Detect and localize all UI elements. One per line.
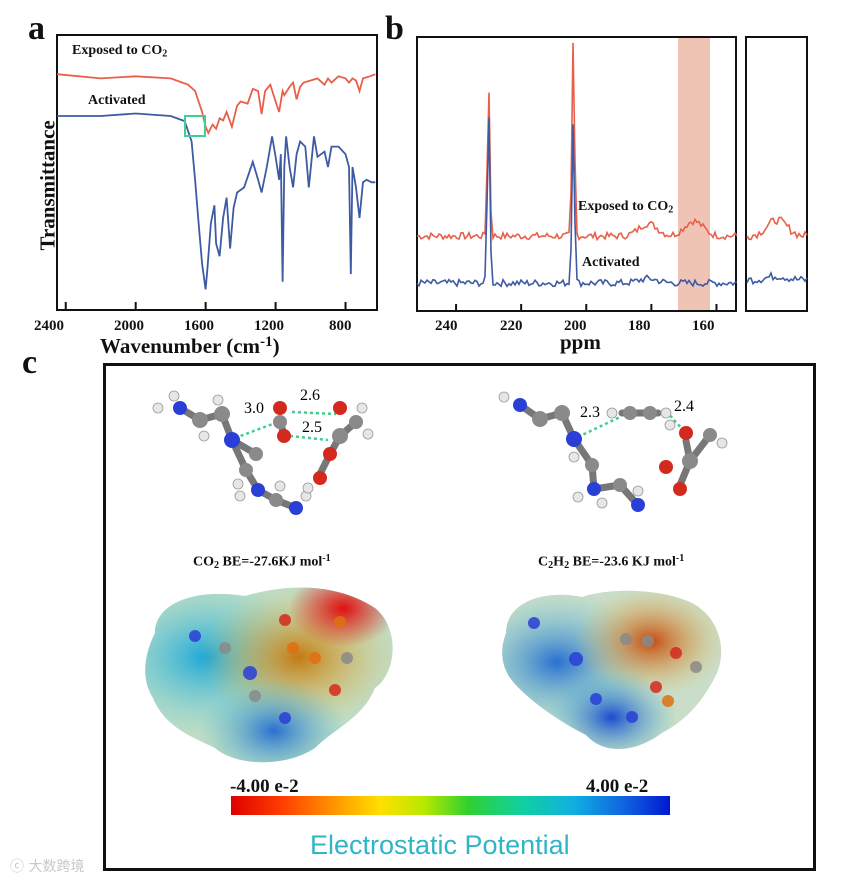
nmr-ticks [455,304,718,311]
c2h2-esp-surface [502,590,722,749]
ftir-ticks [64,302,347,310]
nmr-label-exposed-sub: 2 [668,204,674,216]
co2-binding-structure: 3.0 2.6 2.5 [152,387,374,515]
ftir-xtick-labels: 2400 2000 1600 1200 800 [34,318,380,340]
esp-scale-max: 4.00 e-2 [586,776,649,797]
ftir-plot-frame [56,34,378,311]
nmr-inset-frame [745,36,808,312]
esp-scale-title: Electrostatic Potential [310,830,570,860]
c2h2-be-c-sub: 2 [548,560,554,572]
ftir-label-exposed-text: Exposed to CO [72,43,163,58]
nmr-xtick-labels: 240 220 200 180 160 [416,318,736,340]
panel-c-frame [103,363,816,871]
nmr-inset-series-activated [746,271,808,286]
co2-binding-energy: CO2 BE=-27.6KJ mol-1 [193,553,331,571]
co2-be-text: BE=-27.6KJ mol [219,554,323,570]
co2-distance-3: 2.5 [302,419,322,436]
nmr-xtick-180: 180 [628,318,651,334]
c2h2-binding-structure: 2.3 2.4 [498,391,728,512]
watermark-text: 大数跨境 [28,859,85,875]
nmr-xtick-220: 220 [500,318,523,334]
nmr-label-exposed-text: Exposed to CO [578,199,669,214]
watermark: ⓒ 大数跨境 [10,856,84,876]
watermark-icon: ⓒ [10,859,29,875]
ftir-x-axis-main: Wavenumber (cm [100,334,261,358]
nmr-series-exposed [416,42,738,242]
panel-letter-c: c [22,344,38,381]
nmr-xtick-160: 160 [692,318,715,334]
ftir-highlight-box [184,115,206,137]
c2h2-distance-2: 2.4 [674,398,694,415]
ftir-x-axis-sup: -1 [260,334,273,351]
nmr-xtick-200: 200 [564,318,587,334]
nmr-highlight-band [678,37,710,311]
ftir-label-exposed: Exposed to CO2 [72,43,167,60]
c2h2-be-c: C [538,554,549,570]
c2h2-be-text: BE=-23.6 KJ mol [569,554,676,570]
nmr-label-activated: Activated [582,255,640,270]
ftir-xtick-2400: 2400 [34,318,64,334]
c2h2-distance-1: 2.3 [580,404,600,421]
co2-be-prefix: CO [193,554,214,570]
ftir-series-activated [57,112,376,290]
panel-letter-a: a [28,10,45,47]
co2-distance-2: 2.6 [300,387,320,404]
ftir-x-axis-title: Wavenumber (cm-1) [100,334,280,359]
nmr-xtick-240: 240 [435,318,458,334]
ftir-label-activated: Activated [88,93,146,108]
panel-letter-b: b [385,10,404,47]
esp-color-scale [231,796,670,815]
nmr-label-exposed: Exposed to CO2 [578,199,673,216]
c2h2-be-sup: -1 [675,553,685,564]
nmr-plot [416,36,808,312]
ftir-label-exposed-sub: 2 [162,48,168,60]
c2h2-be-h: H [553,554,565,570]
c2h2-binding-energy: C2H2 BE=-23.6 KJ mol-1 [538,553,684,571]
co2-be-sub: 2 [214,560,220,572]
co2-distance-1: 3.0 [244,400,264,417]
ftir-xtick-1200: 1200 [254,318,284,334]
ftir-xtick-800: 800 [329,318,352,334]
esp-scale-min: -4.00 e-2 [230,776,299,797]
c2h2-be-h-sub: 2 [564,560,570,572]
co2-be-sup: -1 [322,553,331,564]
nmr-series-activated [416,117,738,289]
co2-esp-surface [145,587,393,763]
ftir-xtick-2000: 2000 [114,318,144,334]
ftir-plot [56,34,378,311]
nmr-x-axis-title: ppm [560,330,601,354]
nmr-inset-series-exposed [746,216,808,241]
ftir-x-axis-end: ) [272,334,280,358]
ftir-xtick-1600: 1600 [184,318,214,334]
nmr-main-frame [416,36,737,312]
